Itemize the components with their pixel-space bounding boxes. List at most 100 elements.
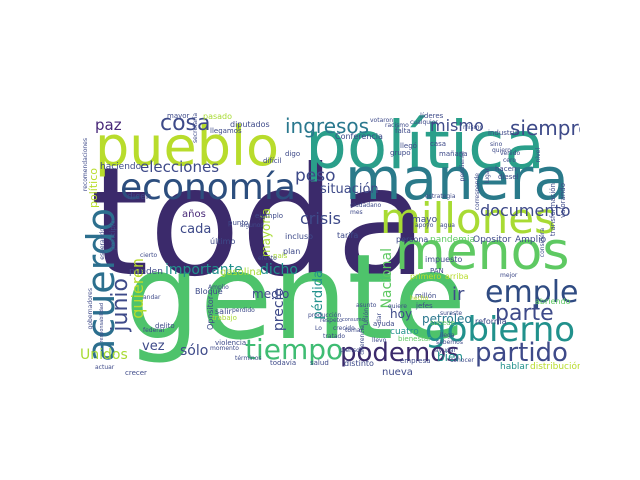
word-cloud-term: todavía: [270, 359, 297, 367]
word-cloud-term: diputados: [230, 120, 270, 129]
word-cloud-term: venido: [500, 150, 521, 157]
word-cloud-term: podemos: [340, 338, 460, 368]
word-cloud-term: cada: [180, 222, 212, 237]
word-cloud-term: términos: [235, 355, 262, 362]
word-cloud-term: importante: [165, 262, 243, 278]
word-cloud-term: reforma: [475, 317, 507, 326]
word-cloud-term: millón: [415, 292, 437, 300]
word-cloud-term: política: [305, 108, 545, 184]
word-cloud-term: pueden: [129, 267, 163, 277]
word-cloud-term: federal: [143, 327, 165, 334]
word-cloud-term: algunos: [240, 222, 264, 229]
word-cloud-term: pienso: [340, 347, 360, 354]
word-cloud-term: años: [182, 209, 206, 220]
word-cloud-term: trabajo: [212, 314, 237, 322]
word-cloud-term: industria: [488, 129, 519, 137]
word-cloud-term: tratado: [323, 333, 346, 340]
word-cloud-term: votaron: [370, 117, 394, 124]
word-cloud-term: Opositor: [473, 235, 512, 245]
word-cloud-term: Lo: [315, 325, 322, 332]
word-cloud-term: hecho: [410, 295, 429, 302]
word-cloud-term: cero: [503, 157, 516, 164]
word-cloud-term: gobierno: [425, 310, 576, 350]
word-cloud-term: sureste: [440, 310, 463, 317]
word-cloud-term: diferencia: [359, 325, 366, 355]
word-cloud-term: distribución: [530, 362, 580, 372]
word-cloud-term: medio: [252, 287, 290, 301]
word-cloud-term: punto: [228, 219, 249, 227]
word-cloud-term: haciendo: [100, 162, 142, 172]
word-cloud-term: pendiente: [459, 151, 466, 182]
word-cloud-term: actuar: [95, 364, 115, 371]
word-cloud-term: jefes: [416, 302, 433, 310]
word-cloud-term: considera: [539, 228, 546, 258]
word-cloud-term: menos: [395, 222, 570, 282]
word-cloud-term: violencia: [215, 339, 247, 347]
word-cloud-term: Bloque: [195, 287, 223, 296]
word-cloud-term: corresponde: [474, 173, 481, 211]
word-cloud-term: estrategia: [425, 193, 456, 200]
word-cloud-term: andar: [143, 294, 161, 301]
word-cloud-term: mismo: [430, 116, 484, 135]
word-cloud-term: ir: [452, 284, 465, 305]
word-cloud-term: casa: [430, 140, 447, 148]
word-cloud-term: dicho: [260, 262, 298, 278]
word-cloud-term: apoyo: [415, 222, 434, 229]
word-cloud-term: falta: [395, 127, 411, 135]
word-cloud-term: llevo: [372, 337, 387, 344]
word-cloud-term: cuatro: [390, 327, 419, 337]
word-cloud-term: diesel: [498, 173, 519, 181]
word-cloud-term: último: [210, 237, 236, 246]
word-cloud-term: situación: [320, 182, 379, 197]
word-cloud-term: primero: [410, 272, 442, 281]
word-cloud-term: racismo: [385, 122, 409, 129]
word-cloud-term: líderes: [420, 112, 444, 120]
word-cloud-term: pasado: [203, 112, 233, 121]
word-cloud-term: persona: [396, 235, 429, 244]
word-cloud-term: hacen: [495, 165, 517, 173]
word-cloud-term: distinto: [344, 359, 374, 368]
word-cloud-term: sólo: [180, 343, 209, 359]
word-cloud-term: siempre: [510, 116, 580, 140]
word-cloud-term: Nacional: [379, 248, 395, 309]
word-cloud-term: Conferencia: [335, 132, 383, 141]
word-cloud-term: ejemplo: [255, 212, 284, 220]
word-cloud-term: llegamos: [210, 127, 242, 135]
word-cloud-term: lugar: [484, 168, 491, 184]
word-cloud-term: respeto: [320, 317, 343, 324]
word-cloud-term: conocer: [450, 357, 474, 364]
word-cloud-term: cualquier: [410, 119, 438, 126]
word-cloud-term: pueblo: [95, 115, 280, 178]
word-cloud-term: principio: [109, 220, 117, 251]
word-cloud-term: recomendaciones: [82, 138, 89, 192]
word-cloud: toda gente política pueblo manera menos econom…: [80, 108, 580, 378]
word-cloud-term: ingresos: [285, 114, 370, 138]
word-cloud-term: peso: [295, 166, 336, 186]
word-cloud-term: sino: [490, 141, 503, 148]
word-cloud-term: mayor: [167, 112, 190, 120]
word-cloud-term: mayo: [412, 215, 438, 225]
word-cloud-term: empleo: [485, 275, 580, 310]
word-cloud-term: manera: [345, 145, 569, 213]
word-cloud-term: Unión: [363, 308, 370, 326]
word-cloud-term: mismo: [463, 124, 484, 131]
word-cloud-term: momento: [210, 345, 239, 352]
word-cloud-term: petróleo: [422, 312, 472, 326]
word-cloud-term: gente: [125, 228, 467, 366]
word-cloud-term: agua: [440, 222, 455, 229]
word-cloud-term: mes: [350, 209, 363, 216]
word-cloud-term: abriendo: [535, 297, 571, 306]
word-cloud-term: pandemia: [430, 235, 475, 245]
word-cloud-term: responsabilidad: [99, 303, 105, 343]
word-cloud-term: cierto: [140, 252, 158, 259]
word-cloud-term: político: [87, 168, 100, 208]
word-cloud-term: Opositor: [206, 296, 215, 330]
word-cloud-term: ayuda: [373, 320, 395, 328]
word-cloud-term: llega: [440, 332, 455, 339]
word-cloud-term: incluso: [285, 232, 314, 241]
word-cloud-term: partido: [475, 338, 568, 368]
word-cloud-term: empresa: [400, 357, 431, 365]
word-cloud-term: gasolina: [220, 267, 262, 278]
word-cloud-term: secretaría: [192, 113, 199, 143]
word-cloud-term: perdido: [232, 307, 255, 314]
